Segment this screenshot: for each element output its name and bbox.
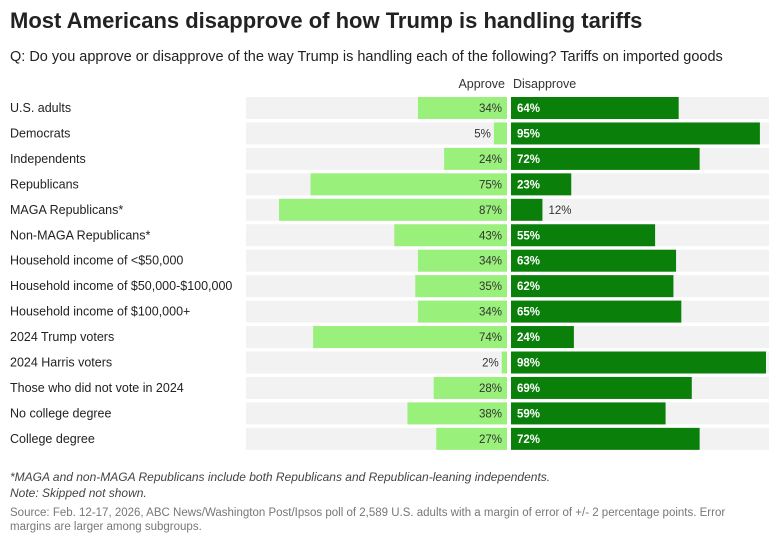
approve-value-label: 75% — [479, 179, 502, 191]
disapprove-bar — [511, 402, 666, 425]
approve-bar — [313, 326, 507, 349]
disapprove-value-label: 69% — [517, 383, 540, 395]
disapprove-value-label: 72% — [517, 434, 540, 446]
approve-track — [246, 351, 507, 374]
disapprove-value-label: 98% — [517, 358, 540, 370]
category-label: No college degree — [10, 406, 112, 420]
approve-value-label: 38% — [479, 408, 502, 420]
approve-value-label: 34% — [479, 256, 502, 268]
disapprove-bar — [511, 198, 543, 221]
category-label: Household income of $50,000-$100,000 — [10, 279, 232, 293]
chart-subtitle: Q: Do you approve or disapprove of the w… — [10, 49, 723, 65]
disapprove-bar — [511, 351, 766, 374]
approve-bar — [493, 122, 507, 145]
category-label: Democrats — [10, 126, 70, 140]
approve-bar — [417, 249, 507, 272]
category-label: 2024 Trump voters — [10, 330, 114, 344]
category-label: 2024 Harris voters — [10, 356, 112, 370]
approve-bar — [394, 224, 507, 247]
approve-bar — [436, 427, 507, 450]
chart-title: Most Americans disapprove of how Trump i… — [10, 8, 643, 33]
category-label: MAGA Republicans* — [10, 203, 123, 217]
disapprove-track — [511, 198, 769, 221]
category-label: College degree — [10, 432, 95, 446]
disapprove-value-label: 95% — [517, 128, 540, 140]
approve-value-label: 43% — [479, 230, 502, 242]
approve-value-label: 24% — [479, 154, 502, 166]
approve-value-label: 74% — [479, 332, 502, 344]
approve-bar — [501, 351, 507, 374]
disapprove-value-label: 63% — [517, 256, 540, 268]
diverging-bar-chart: U.S. adults 34% 64% Democrats 5% 95% Independe… — [10, 97, 769, 450]
disapprove-bar — [511, 376, 692, 399]
disapprove-bar — [511, 300, 682, 323]
disapprove-value-label: 23% — [517, 179, 540, 191]
source-note: Source: Feb. 12-17, 2026, ABC News/Washi… — [10, 507, 726, 533]
disapprove-bar — [511, 275, 674, 298]
category-label: U.S. adults — [10, 101, 71, 115]
approve-track — [246, 147, 507, 170]
disapprove-value-label: 65% — [517, 307, 540, 319]
disapprove-value-label: 12% — [548, 205, 571, 217]
category-label: Household income of <$50,000 — [10, 254, 183, 268]
disapprove-bar — [511, 249, 677, 272]
approve-value-label: 87% — [479, 205, 502, 217]
approve-bar — [310, 173, 507, 196]
disapprove-bar — [511, 427, 700, 450]
approve-bar — [417, 300, 507, 323]
disapprove-value-label: 24% — [517, 332, 540, 344]
category-label: Those who did not vote in 2024 — [10, 381, 184, 395]
approve-value-label: 5% — [474, 128, 491, 140]
approve-bar — [279, 198, 507, 221]
approve-value-label: 34% — [479, 103, 502, 115]
disapprove-bar — [511, 97, 679, 119]
disapprove-value-label: 55% — [517, 230, 540, 242]
column-header-disapprove: Disapprove — [513, 77, 577, 91]
disapprove-bar — [511, 173, 572, 196]
approve-value-label: 28% — [479, 383, 502, 395]
disapprove-bar — [511, 147, 700, 170]
approve-value-label: 34% — [479, 307, 502, 319]
approve-value-label: 27% — [479, 434, 502, 446]
category-label: Non-MAGA Republicans* — [10, 228, 150, 242]
disapprove-bar — [511, 122, 760, 145]
disapprove-value-label: 59% — [517, 408, 540, 420]
disapprove-track — [511, 173, 769, 196]
disapprove-value-label: 64% — [517, 103, 540, 115]
disapprove-track — [511, 326, 769, 349]
column-header-approve: Approve — [458, 77, 505, 91]
approve-bar — [407, 402, 507, 425]
category-label: Independents — [10, 152, 86, 166]
category-label: Household income of $100,000+ — [10, 305, 190, 319]
disapprove-bar — [511, 326, 574, 349]
approve-value-label: 35% — [479, 281, 502, 293]
footnote-skipped: Note: Skipped not shown. — [10, 486, 147, 500]
approve-bar — [444, 147, 507, 170]
disapprove-bar — [511, 224, 656, 247]
approve-bar — [415, 275, 507, 298]
disapprove-value-label: 72% — [517, 154, 540, 166]
approve-value-label: 2% — [482, 358, 499, 370]
approve-bar — [417, 97, 507, 119]
approve-track — [246, 122, 507, 145]
category-label: Republicans — [10, 177, 79, 191]
footnote-maga: *MAGA and non-MAGA Republicans include b… — [10, 470, 551, 484]
approve-bar — [433, 376, 507, 399]
disapprove-value-label: 62% — [517, 281, 540, 293]
